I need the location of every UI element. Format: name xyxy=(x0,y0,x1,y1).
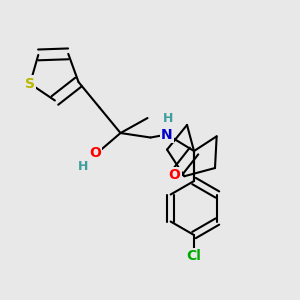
Text: O: O xyxy=(89,146,101,160)
Text: O: O xyxy=(169,168,180,182)
Text: S: S xyxy=(25,77,35,91)
Text: N: N xyxy=(161,128,173,142)
Text: H: H xyxy=(78,160,88,172)
Text: H: H xyxy=(163,112,174,124)
Text: Cl: Cl xyxy=(187,249,201,263)
